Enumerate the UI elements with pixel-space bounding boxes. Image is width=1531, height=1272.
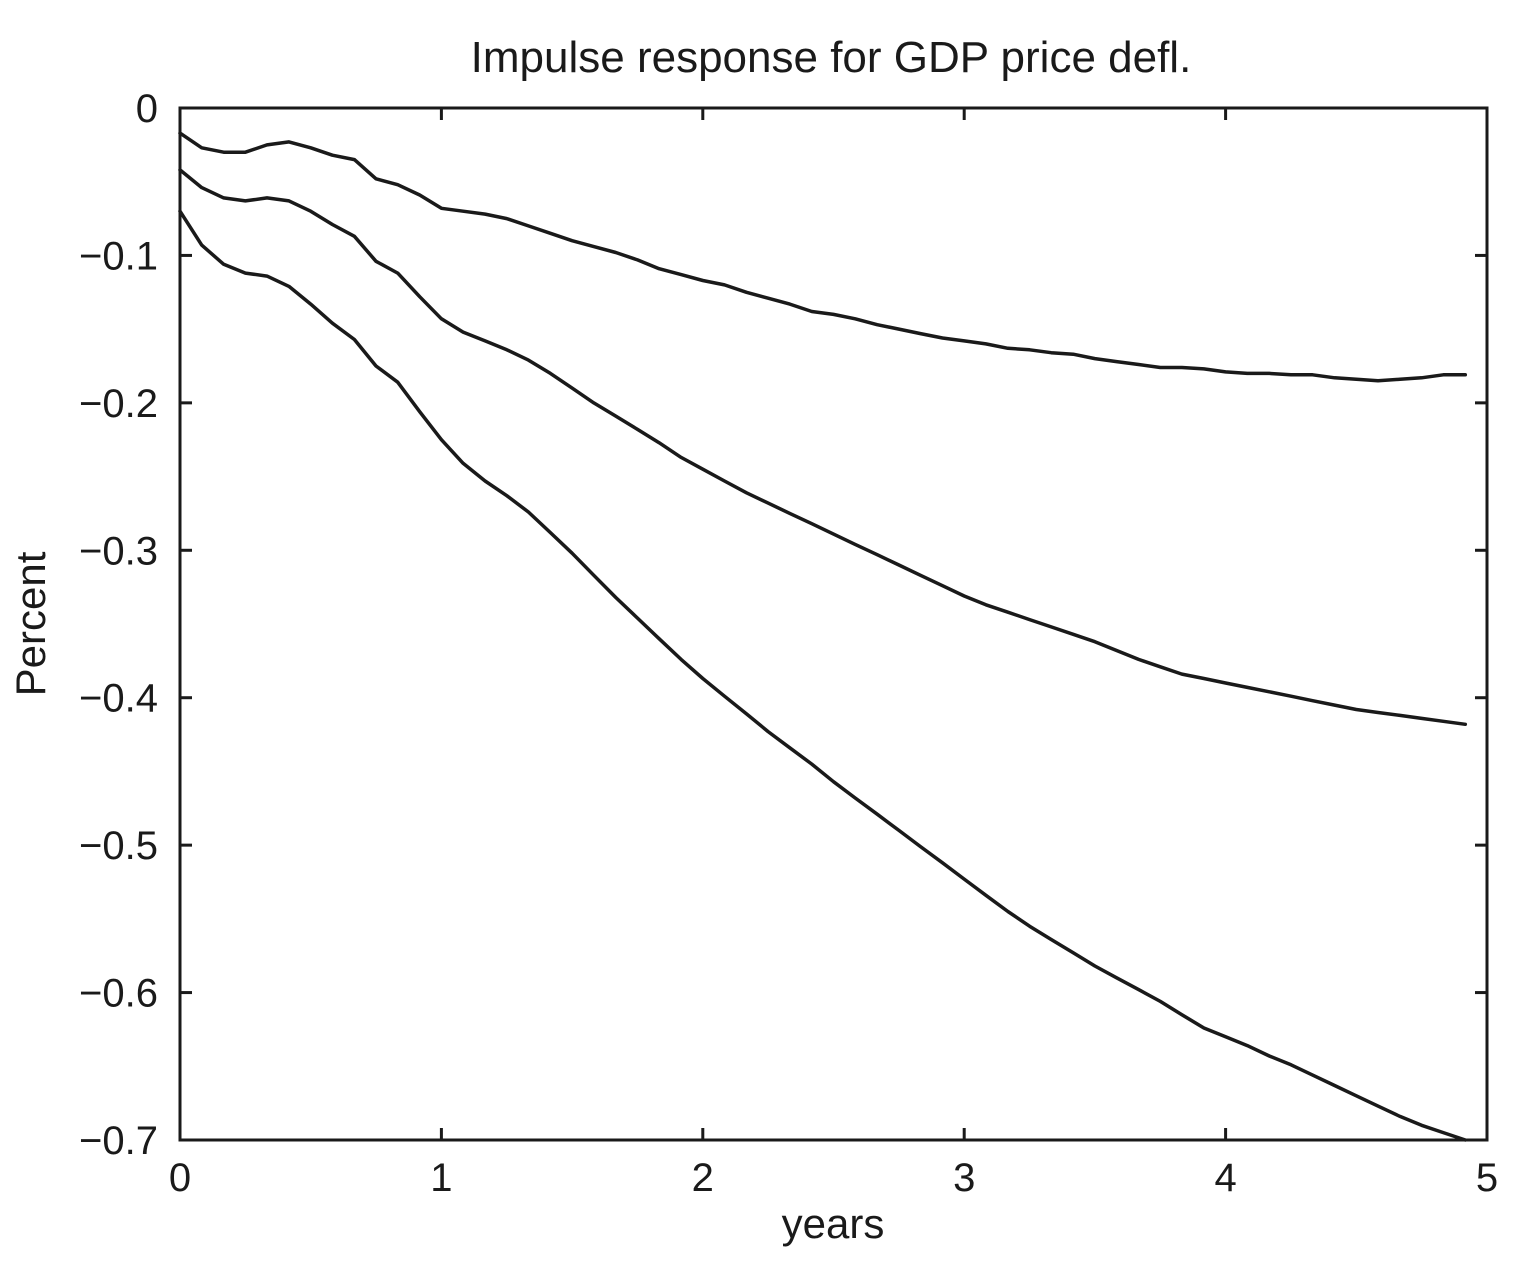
y-axis-label: Percent [7,551,54,696]
x-tick-label: 3 [953,1156,975,1200]
series-layer [178,131,1468,1142]
series-line-2 [178,168,1468,727]
series-line-3 [178,209,1468,1142]
y-tick-label: −0.1 [79,234,158,278]
y-tick-label: −0.2 [79,382,158,426]
series-line-1 [178,131,1468,383]
ticklabel-layer: 0 1 2 3 4 5 0 −0.1 −0.2 −0.3 −0.4 −0.5 −0.6 −0.7 [79,87,1498,1200]
y-tick-label: 0 [136,87,158,131]
x-axis-label: years [782,1200,885,1247]
x-tick-label: 0 [169,1156,191,1200]
chart-title: Impulse response for GDP price defl. [471,33,1192,82]
x-tick-label: 1 [430,1156,452,1200]
plot-frame [178,106,1489,1142]
y-tick-label: −0.5 [79,824,158,868]
y-tick-label: −0.3 [79,529,158,573]
x-tick-label: 5 [1476,1156,1498,1200]
y-tick-label: −0.4 [79,677,158,721]
y-tick-label: −0.7 [79,1119,158,1163]
x-tick-label: 2 [692,1156,714,1200]
x-tick-label: 4 [1214,1156,1236,1200]
y-tick-label: −0.6 [79,972,158,1016]
